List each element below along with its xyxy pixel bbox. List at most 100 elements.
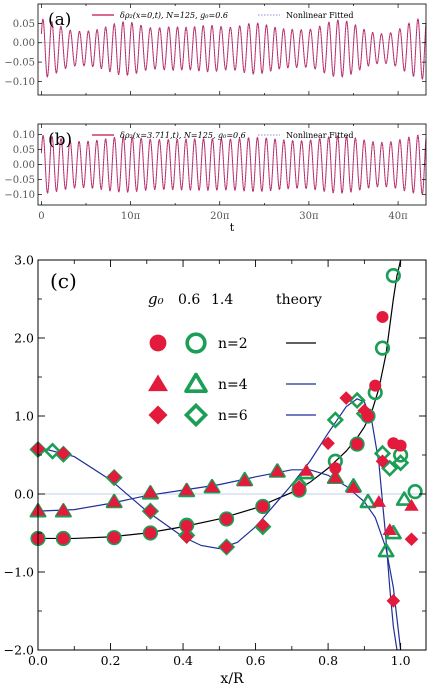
legend-g0-value: 0.6 xyxy=(178,292,200,308)
panel-c-ytick-label: −1.0 xyxy=(4,565,34,580)
data-point-n4-g0p6 xyxy=(237,473,252,486)
data-point-n4-g0p6 xyxy=(143,485,158,498)
panel-b-xtick-label: 40π xyxy=(388,211,408,222)
data-point-n6-g1p4 xyxy=(43,442,62,460)
panel-a-frame xyxy=(37,3,427,96)
legend-marker-filled xyxy=(148,405,168,425)
panel-c-xtick-label: 1.0 xyxy=(391,653,411,668)
panel-b-fit-line xyxy=(41,134,427,195)
panel-b-ytick-label: 0.05 xyxy=(13,145,35,156)
data-point-n2-g1p4 xyxy=(106,530,122,546)
data-point-n2-g1p4 xyxy=(255,498,271,515)
legend-g0-label: g₀ xyxy=(148,290,164,308)
panel-a-ytick-label: 0.05 xyxy=(13,19,35,30)
data-point-n6-g0p6 xyxy=(143,504,158,518)
data-point-n4-g0p6 xyxy=(346,480,361,493)
data-point-n2-g1p4 xyxy=(407,484,423,500)
data-point-n2-g1p4 xyxy=(142,525,159,541)
data-point-n2-g0p6 xyxy=(256,500,269,513)
data-point-n4-g0p6 xyxy=(204,480,220,493)
panel-b-xtick-label: 20π xyxy=(210,211,230,222)
panel-a-ytick-label: −0.10 xyxy=(4,77,35,88)
data-point-n2-g0p6 xyxy=(369,379,382,392)
panel-c-xtick-label: 0.8 xyxy=(318,653,338,668)
panel-c-xlabel: x/R xyxy=(220,671,244,687)
panel-b-ytick-label: 0.10 xyxy=(13,130,35,141)
panel-b-ytick-label: −0.10 xyxy=(4,190,35,201)
data-point-n6-g1p4 xyxy=(391,454,410,472)
panel-a-legend-fit: Nonlinear Fitted xyxy=(286,11,354,20)
data-point-n6-g0p6 xyxy=(256,518,270,532)
panel-a-ytick-label: −0.05 xyxy=(4,58,35,69)
data-point-n4-g0p6 xyxy=(179,483,194,496)
data-point-n2-g0p6 xyxy=(57,532,70,545)
data-point-n4-g1p4 xyxy=(377,542,395,558)
data-point-n6-g0p6 xyxy=(179,530,194,544)
data-point-n2-g1p4 xyxy=(349,436,365,452)
data-point-n2-g1p4 xyxy=(385,268,401,284)
data-point-n2-g0p6 xyxy=(329,462,342,475)
legend-marker-open xyxy=(183,402,209,428)
data-point-n4-g1p4 xyxy=(359,493,377,509)
panel-a-fit-line xyxy=(41,18,427,80)
panel-a-legend-signal: δρ₂(x=0,t), N=125, g₀=0.6 xyxy=(120,11,228,20)
data-point-n2-g0p6 xyxy=(180,519,193,532)
data-point-n2-g1p4 xyxy=(218,511,235,527)
panel-c-label: (c) xyxy=(50,269,77,293)
data-point-n2-g0p6 xyxy=(220,512,233,525)
panel-c-frame xyxy=(37,259,427,651)
data-point-n2-g1p4 xyxy=(374,340,391,356)
legend-marker-open xyxy=(185,332,207,354)
data-point-n2-g1p4 xyxy=(55,530,71,547)
panel-c-xtick-label: 0.6 xyxy=(246,653,266,668)
panel-b-legend-signal: δρ₂(x=3.711,t), N=125, g₀=0.6 xyxy=(120,131,246,140)
data-point-n6-g0p6 xyxy=(357,403,372,418)
panel-b-xtick-label: 0 xyxy=(38,211,44,222)
data-point-n6-g0p6 xyxy=(375,454,390,469)
panel-b-xlabel: t xyxy=(230,221,235,234)
data-point-n4-g0p6 xyxy=(404,498,419,511)
legend-theory-label: theory xyxy=(276,292,322,308)
panel-c-ytick-label: −2.0 xyxy=(4,643,34,658)
legend-n-label: n=4 xyxy=(218,377,248,393)
panel-b-legend-fit: Nonlinear Fitted xyxy=(286,131,354,140)
panel-b-xtick-label: 10π xyxy=(121,211,141,222)
data-point-n4-g0p6 xyxy=(382,523,397,535)
data-point-n2-g0p6 xyxy=(144,527,157,539)
panel-a-label: (a) xyxy=(48,10,71,30)
panel-b-ytick-label: −0.05 xyxy=(4,175,35,186)
data-point-n4-g0p6 xyxy=(328,470,343,483)
data-point-n6-g0p6 xyxy=(339,391,354,405)
panel-a-ytick-label: 0.00 xyxy=(13,38,35,49)
data-point-n4-g0p6 xyxy=(56,503,71,516)
data-point-n6-g0p6 xyxy=(107,470,121,484)
data-point-n4-g1p4 xyxy=(395,491,413,506)
data-point-n6-g1p4 xyxy=(381,459,399,477)
panel-c-xtick-label: 0.4 xyxy=(173,653,193,668)
data-point-n6-g1p4 xyxy=(326,411,344,429)
theory-line-n4 xyxy=(38,469,402,650)
panel-b-xtick-label: 30π xyxy=(299,211,319,222)
panel-c-xtick-label: 0.2 xyxy=(101,653,121,668)
data-point-n4-g0p6 xyxy=(270,464,285,477)
data-point-n6-g0p6 xyxy=(219,540,234,554)
legend-n-label: n=2 xyxy=(218,336,248,352)
data-point-n4-g0p6 xyxy=(299,463,314,476)
data-point-n4-g0p6 xyxy=(371,495,386,507)
legend-marker-open xyxy=(184,372,208,393)
data-point-n4-g0p6 xyxy=(107,495,122,507)
theory-line-n6 xyxy=(38,398,401,650)
panel-c-ytick-label: 2.0 xyxy=(14,331,34,346)
legend-g0-value: 1.4 xyxy=(211,292,233,308)
panel-c-xtick-label: 0.0 xyxy=(28,653,48,668)
data-point-n2-g0p6 xyxy=(394,439,407,452)
legend-marker-filled xyxy=(149,334,167,352)
panel-c-ytick-label: 1.0 xyxy=(14,409,34,424)
legend-marker-filled xyxy=(148,374,168,392)
data-point-n6-g0p6 xyxy=(321,436,335,451)
panel-c-ytick-label: 3.0 xyxy=(14,253,34,268)
legend-n-label: n=6 xyxy=(218,408,248,424)
data-point-n6-g0p6 xyxy=(404,532,419,547)
panel-b-ytick-label: 0.00 xyxy=(13,160,35,171)
